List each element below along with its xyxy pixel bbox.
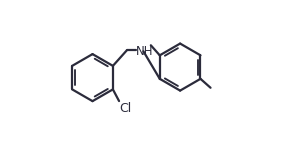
Text: NH: NH <box>136 45 154 58</box>
Text: Cl: Cl <box>120 102 132 115</box>
